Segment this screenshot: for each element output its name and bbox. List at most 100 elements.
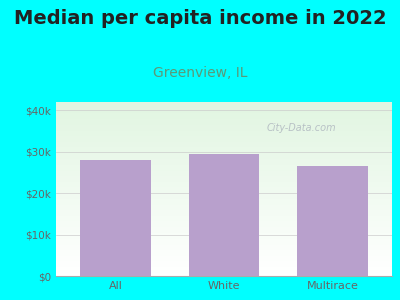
Bar	[56, 175, 392, 176]
Bar	[56, 191, 392, 192]
Bar	[56, 269, 392, 270]
Bar	[56, 232, 392, 233]
Bar	[56, 123, 392, 124]
Bar	[56, 252, 392, 253]
Bar	[56, 195, 392, 196]
Bar	[56, 109, 392, 110]
Bar	[56, 112, 392, 113]
Bar	[56, 258, 392, 259]
Bar	[56, 223, 392, 224]
Bar	[56, 238, 392, 239]
Bar	[56, 145, 392, 146]
Bar	[56, 193, 392, 194]
Bar	[297, 166, 368, 276]
Bar	[56, 174, 392, 175]
Bar	[56, 192, 392, 193]
Bar	[56, 265, 392, 266]
Bar	[56, 155, 392, 156]
Bar	[56, 125, 392, 126]
Bar	[56, 275, 392, 276]
Bar	[56, 166, 392, 167]
Bar	[56, 143, 392, 144]
Bar	[56, 173, 392, 174]
Bar	[56, 186, 392, 187]
Bar	[56, 142, 392, 143]
Bar	[56, 211, 392, 212]
Bar	[56, 190, 392, 191]
Bar	[56, 146, 392, 147]
Bar	[56, 226, 392, 227]
Bar	[56, 118, 392, 119]
Bar	[56, 210, 392, 211]
Bar	[56, 151, 392, 152]
Bar	[189, 154, 259, 276]
Bar	[56, 156, 392, 157]
Bar	[56, 197, 392, 198]
Bar	[56, 220, 392, 221]
Bar	[56, 270, 392, 271]
Bar	[56, 161, 392, 162]
Bar	[56, 107, 392, 108]
Bar	[56, 233, 392, 234]
Bar	[56, 163, 392, 164]
Bar	[56, 188, 392, 189]
Bar	[56, 213, 392, 214]
Bar	[56, 105, 392, 106]
Bar	[56, 209, 392, 210]
Bar	[56, 102, 392, 103]
Bar	[56, 170, 392, 171]
Bar	[56, 235, 392, 236]
Bar	[56, 225, 392, 226]
Bar	[56, 164, 392, 165]
Bar	[56, 139, 392, 140]
Bar	[56, 261, 392, 262]
Bar	[56, 215, 392, 216]
Bar	[56, 158, 392, 159]
Bar	[56, 272, 392, 273]
Bar	[56, 159, 392, 160]
Bar	[56, 124, 392, 125]
Bar	[56, 152, 392, 153]
Bar	[56, 247, 392, 248]
Bar	[56, 157, 392, 158]
Bar	[56, 253, 392, 254]
Bar	[56, 168, 392, 169]
Bar	[56, 255, 392, 256]
Bar	[56, 239, 392, 240]
Bar	[56, 114, 392, 115]
Bar	[56, 127, 392, 128]
Bar	[56, 219, 392, 220]
Bar	[56, 246, 392, 247]
Bar	[56, 206, 392, 207]
Bar	[56, 214, 392, 215]
Bar	[56, 250, 392, 251]
Bar	[56, 171, 392, 172]
Bar	[56, 108, 392, 109]
Bar	[56, 216, 392, 217]
Bar	[56, 218, 392, 219]
Bar	[56, 154, 392, 155]
Bar	[56, 111, 392, 112]
Bar	[56, 204, 392, 205]
Bar	[56, 172, 392, 173]
Bar	[56, 103, 392, 104]
Bar	[56, 231, 392, 232]
Bar	[56, 165, 392, 166]
Bar	[56, 153, 392, 154]
Bar	[56, 266, 392, 267]
Bar	[56, 113, 392, 114]
Bar	[56, 182, 392, 183]
Bar	[56, 205, 392, 206]
Bar	[56, 257, 392, 258]
Bar	[56, 104, 392, 105]
Bar	[56, 221, 392, 222]
Bar	[56, 230, 392, 231]
Bar	[56, 149, 392, 150]
Bar	[56, 183, 392, 184]
Bar	[56, 198, 392, 199]
Text: City-Data.com: City-Data.com	[266, 123, 336, 133]
Bar	[56, 115, 392, 116]
Bar	[56, 181, 392, 182]
Bar	[56, 179, 392, 180]
Bar	[56, 169, 392, 170]
